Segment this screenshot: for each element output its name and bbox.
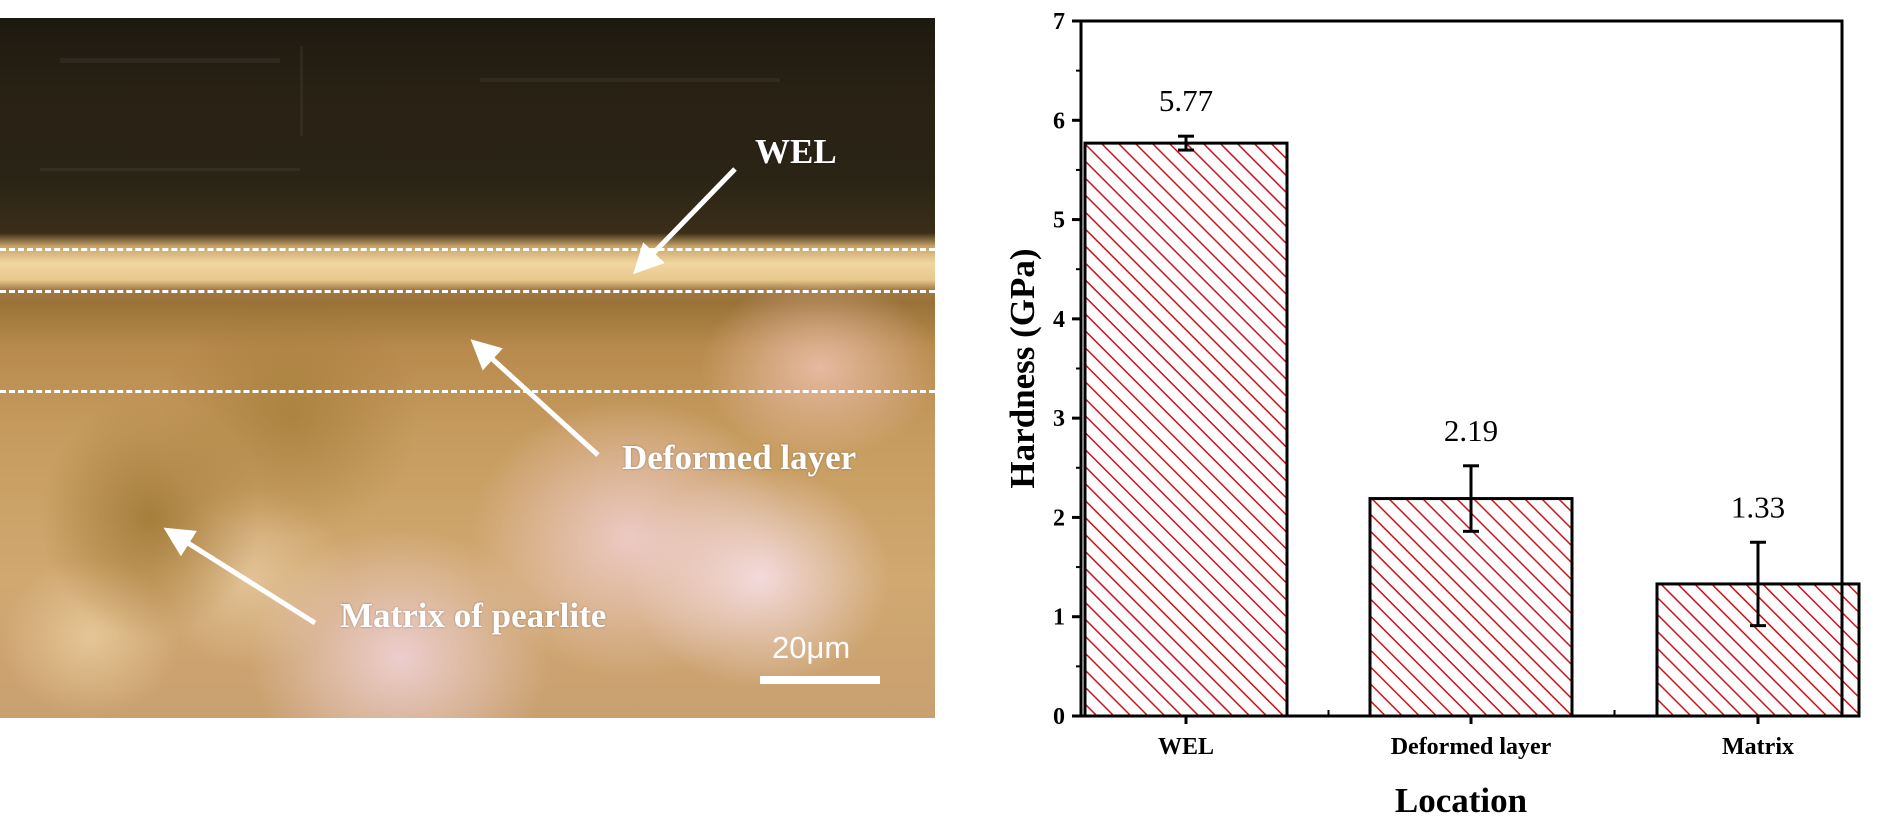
deformed-layer-label: Deformed layer bbox=[622, 438, 857, 477]
data-label-2: 1.33 bbox=[1731, 489, 1785, 524]
x-axis-title: Location bbox=[1395, 781, 1527, 820]
y-tick-label-1: 1 bbox=[1053, 605, 1065, 631]
y-tick-label-4: 4 bbox=[1053, 307, 1065, 333]
y-tick-label-3: 3 bbox=[1053, 406, 1065, 432]
x-tick-label-0: WEL bbox=[1158, 734, 1214, 760]
y-axis-title: Hardness (GPa) bbox=[1003, 248, 1042, 488]
y-tick-label-5: 5 bbox=[1053, 208, 1065, 234]
deformed-arrow bbox=[470, 339, 600, 457]
hardness-bar-chart: 0 1 2 3 4 5 6 7 5.77 WEL 2.19 Deformed layer 1.33 Mat… bbox=[1003, 9, 1861, 820]
wel-upper-boundary bbox=[0, 248, 935, 251]
matrix-of-pearlite-label: Matrix of pearlite bbox=[340, 596, 607, 635]
y-tick-label-0: 0 bbox=[1053, 704, 1065, 730]
micrograph-image: WEL Deformed layer Matrix of pearlite 20… bbox=[0, 18, 935, 718]
x-tick-label-1: Deformed layer bbox=[1391, 734, 1552, 760]
data-label-0: 5.77 bbox=[1159, 83, 1213, 118]
wel-lower-boundary bbox=[0, 290, 935, 293]
y-tick-label-2: 2 bbox=[1053, 505, 1065, 531]
annotation-arrows bbox=[163, 167, 737, 626]
scale-bar bbox=[760, 676, 880, 684]
scale-bar-label: 20μm bbox=[772, 630, 851, 665]
matrix-arrow bbox=[163, 527, 317, 626]
wel-label: WEL bbox=[755, 132, 837, 171]
deformed-layer-boundary bbox=[0, 390, 935, 393]
x-tick-label-2: Matrix bbox=[1722, 734, 1794, 760]
wel-arrow bbox=[633, 167, 737, 275]
plot-frame bbox=[1079, 19, 1844, 718]
data-label-1: 2.19 bbox=[1444, 413, 1498, 448]
y-tick-label-7: 7 bbox=[1053, 9, 1065, 35]
bar-1 bbox=[1368, 497, 1574, 718]
bar-0 bbox=[1083, 141, 1289, 718]
y-tick-label-6: 6 bbox=[1053, 108, 1065, 134]
